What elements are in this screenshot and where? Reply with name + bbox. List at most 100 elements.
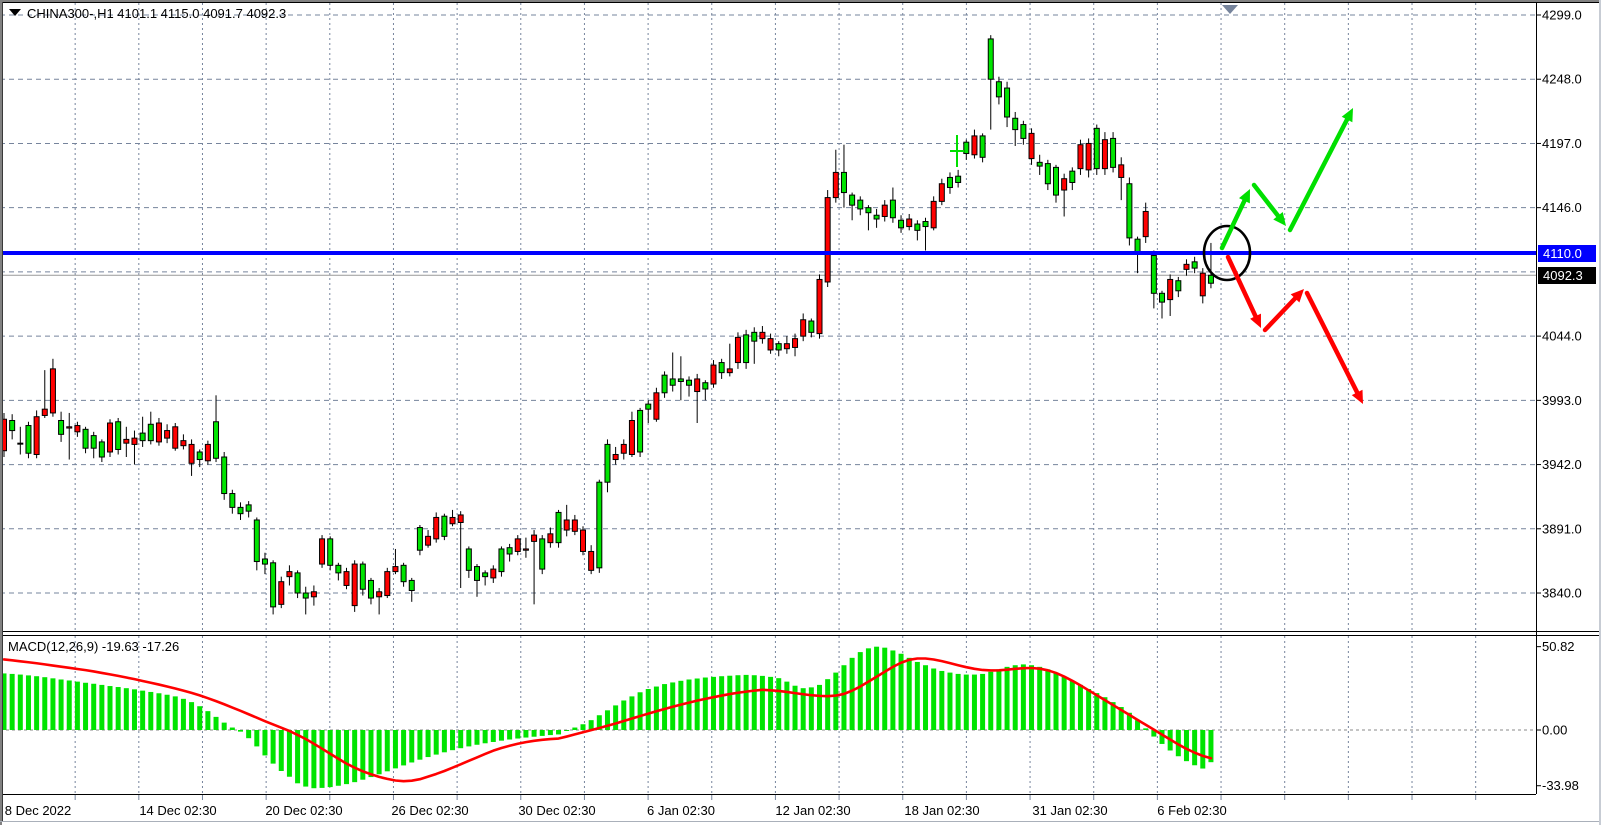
candle-body <box>302 592 309 599</box>
candle-body <box>906 218 913 228</box>
macd-histogram-bar <box>792 685 798 730</box>
bullish-scenario-arrow-2-head <box>1273 212 1286 226</box>
candle-body <box>351 563 358 607</box>
macd-histogram-bar <box>947 672 953 730</box>
hline-price-badge: 4110.0 <box>1538 245 1596 262</box>
candlestick <box>90 431 97 459</box>
macd-histogram-bar <box>392 730 398 769</box>
candlestick <box>1110 132 1117 173</box>
candlestick <box>1069 167 1076 191</box>
candle-body <box>710 364 717 385</box>
macd-histogram-bar <box>963 674 969 730</box>
candle-body <box>783 343 790 350</box>
candlestick <box>873 208 880 228</box>
candle-body <box>319 538 326 565</box>
candle-body <box>824 197 831 283</box>
macd-histogram-bar <box>1183 730 1189 762</box>
candlestick <box>237 502 244 520</box>
macd-histogram-bar <box>466 730 472 747</box>
bullish-scenario-arrow-2[interactable] <box>1251 182 1286 226</box>
candle-body <box>449 516 456 525</box>
macd-histogram-bar <box>34 676 40 730</box>
bearish-scenario-arrow-3[interactable] <box>1304 290 1363 404</box>
bearish-scenario-arrow-2[interactable] <box>1262 289 1304 333</box>
macd-histogram-bar <box>278 730 284 771</box>
candlestick <box>1207 242 1214 289</box>
candle-body <box>9 419 16 432</box>
candle-body <box>1069 170 1076 183</box>
frame-right <box>1599 0 1601 825</box>
candlestick <box>1142 202 1149 243</box>
candlestick <box>155 417 162 446</box>
bearish-scenario-arrow-1[interactable] <box>1225 254 1261 328</box>
bullish-scenario-arrow-3-head <box>1341 108 1353 123</box>
candle-body <box>400 564 407 583</box>
price-tick-label: 3993.0 <box>1542 393 1582 408</box>
candlestick <box>1028 128 1035 165</box>
candlestick <box>310 585 317 606</box>
cross-marker-annotation[interactable] <box>950 135 964 167</box>
candle-body <box>800 319 807 337</box>
macd-histogram-bar <box>808 687 814 730</box>
candle-body <box>1004 87 1011 118</box>
candlestick <box>302 586 309 615</box>
macd-histogram-bar <box>66 680 72 730</box>
candlestick <box>767 333 774 354</box>
macd-histogram-bar <box>564 730 570 731</box>
candlestick <box>1020 120 1027 145</box>
macd-histogram-bar <box>580 724 586 730</box>
macd-histogram-bar <box>971 674 977 730</box>
macd-histogram-bar <box>1126 712 1132 730</box>
bullish-scenario-arrow-3[interactable] <box>1287 108 1353 233</box>
candle-body <box>971 135 978 156</box>
macd-histogram-bar <box>817 684 822 730</box>
candlestick <box>1044 159 1051 191</box>
candle-body <box>677 378 684 382</box>
macd-histogram-bar <box>1045 669 1051 730</box>
candlestick <box>74 421 81 437</box>
macd-histogram-bar <box>401 730 407 766</box>
candle-body <box>628 419 635 455</box>
candle-body <box>620 443 627 454</box>
macd-histogram-bar <box>833 672 839 730</box>
bearish-scenario-arrow-2-shaft <box>1262 293 1300 333</box>
main-chart-plot[interactable] <box>3 3 1536 630</box>
candlestick <box>253 517 260 571</box>
candle-body <box>849 194 856 206</box>
candle-body <box>775 343 782 351</box>
macd-histogram-bar <box>83 682 89 730</box>
macd-histogram-bar <box>768 676 774 730</box>
candle-body <box>384 571 391 597</box>
price-axis[interactable]: 4299.0 4248.0 4197.0 4146.0 4044.0 3993.0 3942… <box>1536 8 1582 794</box>
time-axis[interactable]: 8 Dec 2022 14 Dec 02:30 20 Dec 02:30 26 Dec… <box>5 795 1477 818</box>
macd-histogram-bar <box>865 648 871 730</box>
candlestick <box>1191 256 1198 274</box>
macd-histogram-bar <box>710 676 716 730</box>
candle-body <box>1207 274 1214 284</box>
candle-body <box>840 171 847 194</box>
candlestick <box>531 530 538 605</box>
price-circle-annotation[interactable] <box>1202 224 1252 282</box>
candle-body <box>58 419 65 435</box>
hline-price-badge-label: 4110.0 <box>1543 246 1582 261</box>
macd-histogram-bar <box>996 669 1002 730</box>
macd-histogram-bar <box>409 730 415 763</box>
candle-body <box>514 538 521 552</box>
candle-body <box>873 214 880 220</box>
candlestick <box>408 577 415 602</box>
candlestick <box>3 412 7 458</box>
candlestick <box>596 479 603 573</box>
candle-body <box>1077 144 1084 170</box>
candle-body <box>946 176 953 189</box>
candlestick <box>384 567 391 599</box>
candlestick <box>343 567 350 590</box>
macd-histogram-bar <box>123 688 129 730</box>
macd-histogram-bar <box>1192 730 1198 766</box>
candlestick <box>743 329 750 369</box>
macd-histogram-bar <box>523 730 529 738</box>
macd-histogram-bar <box>1200 730 1206 769</box>
bullish-scenario-arrow-1[interactable] <box>1219 189 1250 251</box>
candlestick <box>506 543 513 562</box>
macd-histogram-bar <box>344 730 350 785</box>
scroll-to-end-icon[interactable] <box>1222 5 1238 14</box>
